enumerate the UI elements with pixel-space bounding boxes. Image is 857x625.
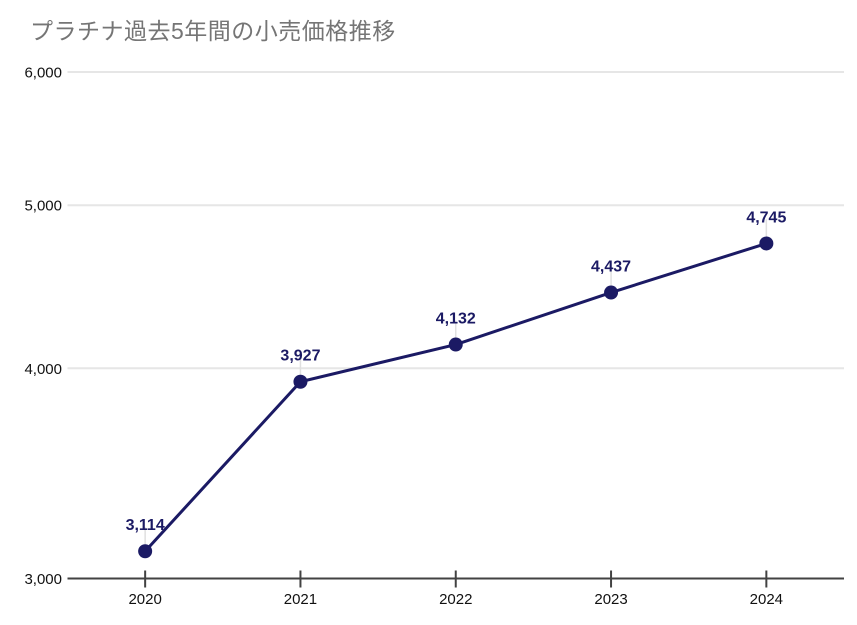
data-point: [138, 544, 153, 559]
x-axis-label: 2021: [284, 591, 317, 608]
y-axis-label: 3,000: [24, 571, 62, 588]
data-point: [448, 337, 463, 352]
data-point: [604, 285, 619, 300]
series-line: [143, 241, 768, 553]
x-axis-label: 2024: [750, 591, 783, 608]
data-point-label: 4,745: [746, 209, 786, 226]
x-axis-label: 2023: [594, 591, 627, 608]
data-point-label: 4,437: [591, 259, 631, 276]
chart-title: プラチナ過去5年間の小売価格推移: [30, 18, 396, 44]
y-axis-label: 6,000: [24, 65, 62, 82]
data-point: [293, 374, 308, 389]
x-axis-label: 2020: [128, 591, 161, 608]
x-axis-label: 2022: [439, 591, 472, 608]
data-point-label: 4,132: [436, 311, 476, 328]
y-axis-label: 5,000: [24, 198, 62, 215]
data-point-label: 3,927: [280, 348, 320, 365]
y-axis-label: 4,000: [24, 361, 62, 378]
data-point: [759, 236, 774, 251]
data-point-label: 3,114: [126, 517, 165, 534]
